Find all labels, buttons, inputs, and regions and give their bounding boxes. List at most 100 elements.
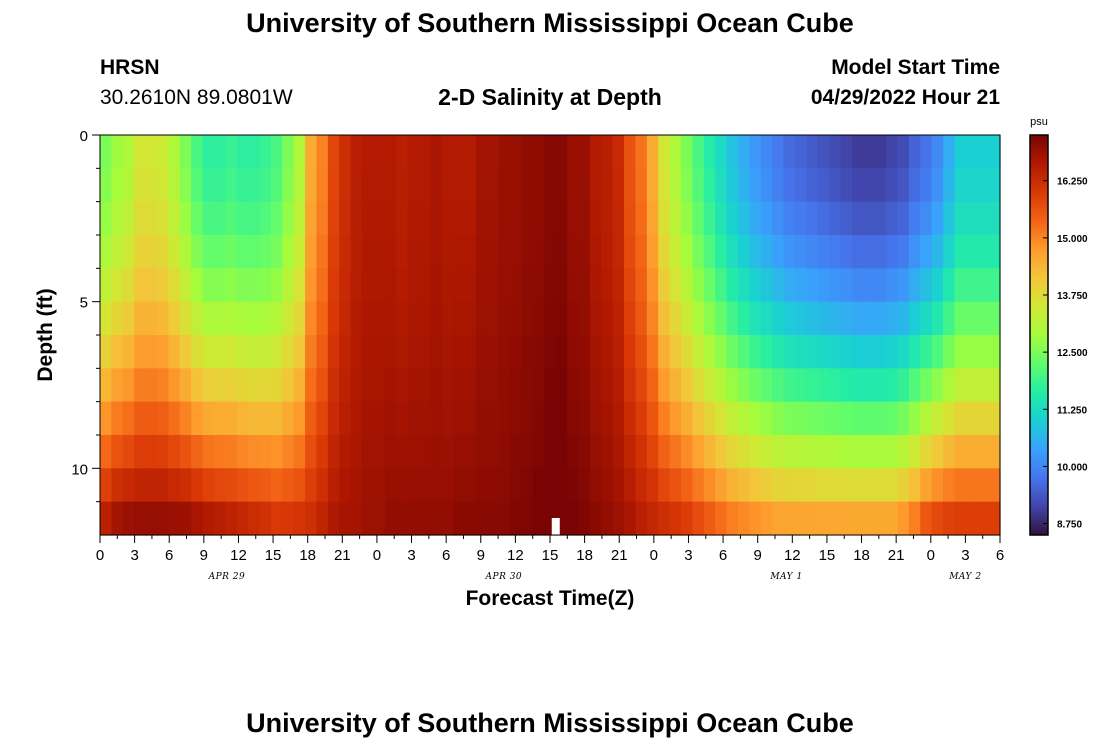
- heatmap-cell: [270, 435, 283, 469]
- heatmap-cell: [726, 235, 739, 269]
- heatmap-cell: [293, 435, 306, 469]
- heatmap-cell: [669, 301, 682, 336]
- y-tick-label: 10: [71, 461, 88, 478]
- heatmap-cell: [441, 135, 454, 169]
- heatmap-cell: [954, 368, 967, 403]
- heatmap-cell: [293, 268, 306, 303]
- heatmap-cell: [213, 368, 226, 403]
- heatmap-cell: [589, 168, 602, 203]
- heatmap-cell: [168, 401, 181, 436]
- heatmap-cell: [783, 268, 796, 303]
- heatmap-cell: [726, 335, 739, 369]
- heatmap-cell: [532, 401, 545, 436]
- heatmap-cell: [669, 268, 682, 303]
- heatmap-cell: [772, 235, 785, 269]
- heatmap-cell: [772, 168, 785, 203]
- heatmap-cell: [965, 301, 978, 336]
- heatmap-cell: [100, 501, 112, 536]
- heatmap-cell: [817, 501, 830, 536]
- colorbar-tick-label: 15.000: [1057, 234, 1088, 245]
- heatmap-cell: [145, 268, 158, 303]
- heatmap-cell: [931, 301, 944, 336]
- heatmap-cell: [156, 268, 169, 303]
- heatmap-cell: [635, 201, 648, 236]
- heatmap-cell: [498, 401, 511, 436]
- heatmap-cell: [555, 301, 568, 336]
- heatmap-cell: [555, 501, 568, 536]
- heatmap-cell: [920, 168, 933, 203]
- heatmap-cell: [555, 235, 568, 269]
- heatmap-cell: [111, 235, 124, 269]
- heatmap-cell: [806, 368, 819, 403]
- heatmap-cell: [681, 168, 693, 203]
- heatmap-cell: [681, 501, 693, 536]
- heatmap-cell: [760, 235, 773, 269]
- heatmap-cell: [236, 368, 249, 403]
- heatmap-cell: [646, 435, 659, 469]
- heatmap-cell: [692, 168, 705, 203]
- heatmap-cell: [156, 201, 169, 236]
- heatmap-cell: [943, 235, 956, 269]
- heatmap-cell: [851, 168, 864, 203]
- heatmap-cell: [464, 135, 477, 169]
- footer-title: University of Southern Mississippi Ocean…: [246, 708, 854, 738]
- heatmap-cell: [521, 168, 534, 203]
- heatmap-cell: [236, 135, 249, 169]
- heatmap-cell: [236, 501, 249, 536]
- heatmap-cell: [567, 368, 580, 403]
- heatmap-cell: [977, 201, 990, 236]
- heatmap-cell: [475, 268, 488, 303]
- heatmap-cell: [464, 335, 477, 369]
- heatmap-cell: [863, 268, 876, 303]
- heatmap-cell: [305, 201, 318, 236]
- heatmap-cell: [806, 235, 819, 269]
- heatmap-cell: [373, 468, 386, 503]
- x-tick-label: 3: [407, 547, 415, 564]
- heatmap-cell: [977, 435, 990, 469]
- heatmap-cell: [305, 235, 318, 269]
- heatmap-cell: [965, 168, 978, 203]
- heatmap-cell: [122, 501, 135, 536]
- heatmap-cell: [840, 268, 853, 303]
- heatmap-cell: [965, 268, 978, 303]
- heatmap-cell: [943, 168, 956, 203]
- heatmap-cell: [498, 235, 511, 269]
- heatmap-cell: [316, 368, 329, 403]
- heatmap-cell: [407, 468, 420, 503]
- heatmap-cell: [749, 435, 762, 469]
- heatmap-cell: [806, 401, 819, 436]
- heatmap-cell: [920, 268, 933, 303]
- heatmap-cell: [179, 135, 192, 169]
- heatmap-cell: [886, 235, 899, 269]
- heatmap-cell: [954, 268, 967, 303]
- heatmap-cell: [248, 168, 261, 203]
- heatmap-cell: [589, 135, 602, 169]
- heatmap-cell: [168, 301, 181, 336]
- heatmap-cell: [601, 168, 614, 203]
- heatmap-cell: [407, 501, 420, 536]
- heatmap-cell: [612, 435, 625, 469]
- current-time-marker: [551, 518, 560, 535]
- x-axis: 0 3 6 9 12 15 18 21 0 3 6 9 12 15 18 21 0 3 6 9 12 15 18 21 0 3 6 A…: [96, 534, 1004, 582]
- heatmap-cell: [510, 301, 523, 336]
- heatmap-cell: [931, 501, 944, 536]
- heatmap-cell: [829, 268, 842, 303]
- heatmap-cell: [248, 135, 261, 169]
- heatmap-cell: [156, 335, 169, 369]
- heatmap-cell: [156, 301, 169, 336]
- heatmap-cell: [202, 235, 215, 269]
- heatmap-cell: [806, 335, 819, 369]
- heatmap-cell: [270, 268, 283, 303]
- y-axis: 0 5 10: [71, 128, 101, 535]
- heatmap-cell: [669, 168, 682, 203]
- heatmap-cell: [646, 368, 659, 403]
- heatmap-cell: [681, 368, 693, 403]
- heatmap-cell: [259, 235, 272, 269]
- heatmap-cell: [988, 135, 1001, 169]
- chart-subtitle: 2-D Salinity at Depth: [438, 84, 662, 110]
- heatmap-cell: [874, 201, 887, 236]
- heatmap-cell: [601, 435, 614, 469]
- heatmap-cell: [259, 201, 272, 236]
- heatmap-cell: [567, 335, 580, 369]
- heatmap-cell: [236, 301, 249, 336]
